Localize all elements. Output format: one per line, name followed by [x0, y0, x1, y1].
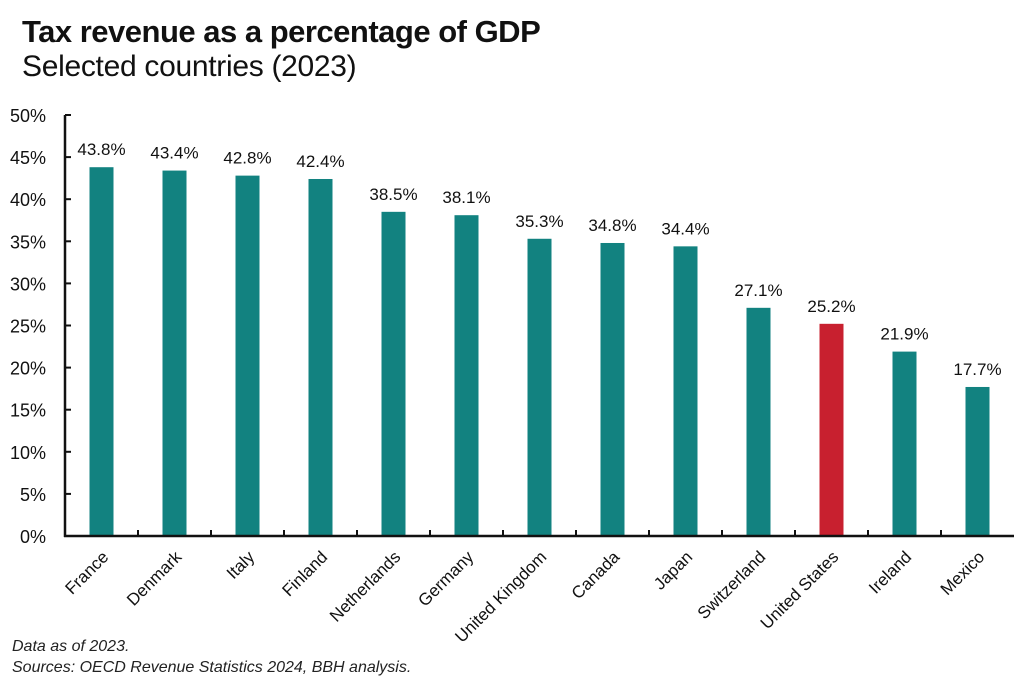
- x-tick-label: Japan: [650, 547, 696, 593]
- y-tick-label: 35%: [10, 232, 46, 252]
- x-tick-label: Mexico: [937, 547, 989, 599]
- data-label: 38.1%: [442, 188, 490, 207]
- y-tick-label: 15%: [10, 401, 46, 421]
- bar-finland: [308, 178, 333, 536]
- y-tick-label: 5%: [20, 485, 46, 505]
- x-tick-label: Denmark: [123, 547, 186, 610]
- footnote-sources: Sources: OECD Revenue Statistics 2024, B…: [12, 659, 412, 676]
- y-tick-label: 25%: [10, 317, 46, 337]
- x-tick-label: Italy: [223, 547, 259, 583]
- bar-france: [89, 167, 114, 537]
- bar-germany: [454, 215, 479, 536]
- x-tick-label: Germany: [414, 547, 477, 610]
- bar-canada: [600, 242, 625, 536]
- bar-united-states: [819, 323, 844, 536]
- data-label: 42.4%: [296, 152, 344, 171]
- y-tick-label: 10%: [10, 443, 46, 463]
- footnote-data-date: Data as of 2023.: [12, 638, 130, 655]
- data-label: 35.3%: [515, 212, 563, 231]
- x-tick-label: United States: [757, 547, 843, 633]
- y-tick-label: 30%: [10, 274, 46, 294]
- x-tick-label: France: [61, 547, 112, 598]
- bar-switzerland: [746, 307, 771, 536]
- bar-ireland: [892, 351, 917, 536]
- data-label: 21.9%: [880, 325, 928, 344]
- x-tick-label: Canada: [568, 547, 624, 603]
- bar-denmark: [162, 170, 187, 536]
- data-label: 25.2%: [807, 297, 855, 316]
- data-label: 42.8%: [223, 149, 271, 168]
- data-label: 34.4%: [661, 219, 709, 238]
- bar-mexico: [965, 386, 990, 536]
- bar-italy: [235, 175, 260, 536]
- x-tick-label: Finland: [278, 547, 331, 600]
- data-label: 43.4%: [150, 144, 198, 163]
- y-tick-label: 45%: [10, 148, 46, 168]
- data-label: 34.8%: [588, 216, 636, 235]
- x-tick-label: Ireland: [865, 547, 915, 597]
- chart-title: Tax revenue as a percentage of GDP: [22, 14, 541, 49]
- y-tick-label: 50%: [10, 106, 46, 126]
- data-label: 27.1%: [734, 281, 782, 300]
- bar-united-kingdom: [527, 238, 552, 537]
- data-label: 43.8%: [77, 140, 125, 159]
- x-tick-label: Netherlands: [326, 547, 404, 625]
- y-tick-label: 40%: [10, 190, 46, 210]
- y-tick-label: 0%: [20, 527, 46, 547]
- data-label: 17.7%: [953, 360, 1001, 379]
- data-label: 38.5%: [369, 185, 417, 204]
- chart-subtitle: Selected countries (2023): [22, 50, 357, 83]
- y-tick-label: 20%: [10, 359, 46, 379]
- bar-japan: [673, 246, 698, 537]
- x-tick-label: Switzerland: [694, 547, 770, 623]
- bar-netherlands: [381, 211, 406, 536]
